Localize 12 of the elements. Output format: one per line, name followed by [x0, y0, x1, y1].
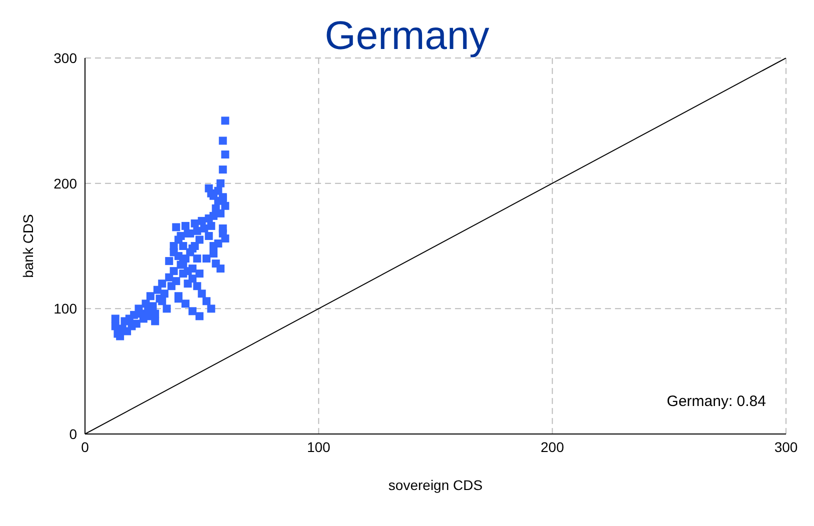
- y-tick-label: 100: [54, 300, 78, 317]
- annotation: Germany: 0.84: [666, 393, 766, 410]
- x-tick-label: 100: [306, 438, 331, 455]
- chart-title: Germany: [324, 14, 490, 58]
- x-tick-label: 200: [540, 438, 564, 455]
- y-tick-label: 300: [54, 50, 78, 66]
- y-tick-label: 200: [54, 175, 78, 192]
- x-axis-title: sovereign CDS: [388, 477, 483, 493]
- y-tick-label: 0: [69, 426, 78, 442]
- y-axis-title: bank CDS: [20, 214, 36, 278]
- x-tick-label: 300: [774, 438, 798, 455]
- x-tick-label: 0: [81, 438, 90, 455]
